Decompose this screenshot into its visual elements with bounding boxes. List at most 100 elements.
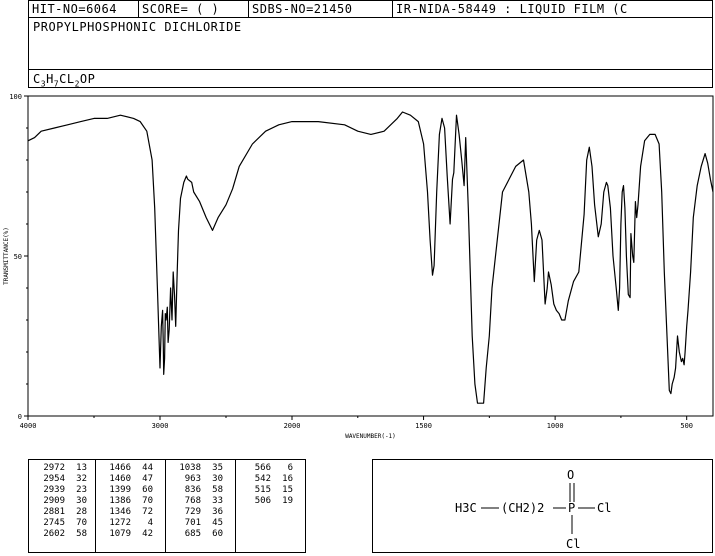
peak-row: 2972 13 <box>35 463 87 474</box>
peak-wavenumber: 1460 <box>109 474 131 484</box>
peak-row: 1272 4 <box>101 518 153 529</box>
peak-wavenumber: 542 <box>254 474 271 484</box>
peak-wavenumber: 729 <box>184 507 201 517</box>
peak-transmittance: 44 <box>142 463 153 473</box>
peak-transmittance: 32 <box>76 474 87 484</box>
formula-divider <box>29 69 712 70</box>
y-tick-label: 100 <box>9 93 22 101</box>
methyl-group: H3C <box>455 501 477 515</box>
peak-transmittance: 47 <box>142 474 153 484</box>
peak-transmittance: 16 <box>282 474 293 484</box>
peak-wavenumber: 836 <box>184 485 201 495</box>
peak-wavenumber: 515 <box>254 485 271 495</box>
peak-transmittance: 23 <box>76 485 87 495</box>
peak-wavenumber: 2881 <box>43 507 65 517</box>
peak-row: 685 60 <box>171 529 223 540</box>
score: SCORE= ( ) <box>139 1 249 18</box>
peak-transmittance: 30 <box>76 496 87 506</box>
plot-frame <box>27 95 714 417</box>
peak-wavenumber: 2954 <box>43 474 65 484</box>
hit-number: HIT-NO=6064 <box>29 1 139 18</box>
peak-transmittance: 15 <box>282 485 293 495</box>
peak-row: 2909 30 <box>35 496 87 507</box>
peak-wavenumber: 1272 <box>109 518 131 528</box>
peak-row: 1038 35 <box>171 463 223 474</box>
peak-wavenumber: 1386 <box>109 496 131 506</box>
peak-row: 2602 58 <box>35 529 87 540</box>
peak-transmittance: 60 <box>142 485 153 495</box>
peak-column: 1466 44 1460 47 1399 60 1386 70 1346 72 1272 4 1079 4… <box>101 463 153 540</box>
peak-transmittance: 28 <box>76 507 87 517</box>
peak-wavenumber: 2972 <box>43 463 65 473</box>
x-tick-label: 3000 <box>152 422 169 430</box>
peak-wavenumber: 685 <box>184 529 201 539</box>
peak-transmittance: 36 <box>212 507 223 517</box>
peak-wavenumber: 963 <box>184 474 201 484</box>
peak-column: 2972 13 2954 32 2939 23 2909 30 2881 28 2745 70 2602… <box>35 463 87 540</box>
peak-wavenumber: 2602 <box>43 529 65 539</box>
peak-row: 1466 44 <box>101 463 153 474</box>
peak-transmittance: 42 <box>142 529 153 539</box>
peak-transmittance: 6 <box>287 463 293 473</box>
chlorine-atom-bottom: Cl <box>566 537 580 551</box>
peak-wavenumber: 2745 <box>43 518 65 528</box>
peak-row: 2881 28 <box>35 507 87 518</box>
peak-row: 2745 70 <box>35 518 87 529</box>
x-tick-label: 1500 <box>415 422 432 430</box>
peak-table: 2972 13 2954 32 2939 23 2909 30 2881 28 2745 70 2602… <box>28 459 306 553</box>
peak-wavenumber: 2909 <box>43 496 65 506</box>
peak-row: 768 33 <box>171 496 223 507</box>
peak-row: 1346 72 <box>101 507 153 518</box>
structure-diagram: O H3C (CH2)2 P Cl Cl <box>372 459 713 553</box>
peak-transmittance: 58 <box>212 485 223 495</box>
peak-wavenumber: 2939 <box>43 485 65 495</box>
peak-row: 2954 32 <box>35 474 87 485</box>
compound-info-box: PROPYLPHOSPHONIC DICHLORIDE C3H7CL2OP <box>28 17 713 88</box>
peak-row: 566 6 <box>241 463 293 474</box>
peak-transmittance: 33 <box>212 496 223 506</box>
peak-row: 963 30 <box>171 474 223 485</box>
peak-wavenumber: 1399 <box>109 485 131 495</box>
molecular-formula: C3H7CL2OP <box>33 72 96 89</box>
peak-transmittance: 58 <box>76 529 87 539</box>
y-axis-label: TRANSMITTANCE(%) <box>3 227 10 285</box>
peak-transmittance: 60 <box>212 529 223 539</box>
peak-row: 1079 42 <box>101 529 153 540</box>
peak-column: 566 6 542 16 515 15 506 19 <box>241 463 293 507</box>
peak-row: 506 19 <box>241 496 293 507</box>
ir-nida-number: IR-NIDA-58449 : LIQUID FILM (C <box>396 2 628 16</box>
chlorine-atom-right: Cl <box>597 501 611 515</box>
peak-transmittance: 13 <box>76 463 87 473</box>
ir-spectrum-chart: 0 50 100 4000 3000 2000 1500 1000 500 WAVENUMBER(… <box>3 93 714 440</box>
peak-wavenumber: 701 <box>184 518 201 528</box>
peak-wavenumber: 1346 <box>109 507 131 517</box>
x-tick-label: 2000 <box>284 422 301 430</box>
peak-wavenumber: 768 <box>184 496 201 506</box>
peak-wavenumber: 1038 <box>179 463 201 473</box>
peak-row: 2939 23 <box>35 485 87 496</box>
peak-wavenumber: 1079 <box>109 529 131 539</box>
peak-transmittance: 4 <box>147 518 153 528</box>
peak-row: 1460 47 <box>101 474 153 485</box>
peak-row: 515 15 <box>241 485 293 496</box>
peak-row: 701 45 <box>171 518 223 529</box>
peak-column: 1038 35 963 30 836 58 768 33 729 36 701 45 685 60 <box>171 463 223 540</box>
peak-transmittance: 70 <box>76 518 87 528</box>
x-tick-label: 4000 <box>20 422 37 430</box>
peak-row: 729 36 <box>171 507 223 518</box>
peak-row: 1399 60 <box>101 485 153 496</box>
peak-wavenumber: 506 <box>254 496 271 506</box>
peak-row: 836 58 <box>171 485 223 496</box>
peak-transmittance: 70 <box>142 496 153 506</box>
sdbs-number: SDBS-NO=21450 <box>249 1 393 18</box>
peak-wavenumber: 1466 <box>109 463 131 473</box>
methylene-chain: (CH2)2 <box>501 501 544 515</box>
x-tick-label: 1000 <box>547 422 564 430</box>
header-bar: HIT-NO=6064 SCORE= ( ) SDBS-NO=21450 IR-… <box>28 0 713 18</box>
peak-transmittance: 72 <box>142 507 153 517</box>
peak-transmittance: 19 <box>282 496 293 506</box>
phosphorus-atom: P <box>568 501 575 515</box>
x-axis-label: WAVENUMBER(-1) <box>345 433 396 440</box>
compound-name: PROPYLPHOSPHONIC DICHLORIDE <box>33 20 242 34</box>
peak-transmittance: 30 <box>212 474 223 484</box>
